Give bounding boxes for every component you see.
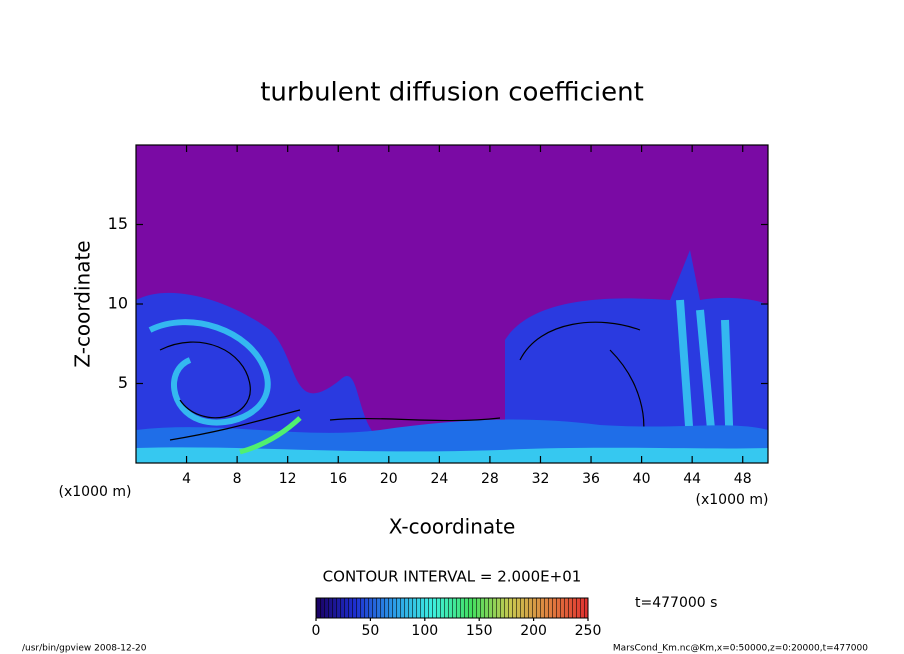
- x-tick-label: 28: [481, 471, 499, 487]
- colorbar-stripes: [315, 597, 589, 619]
- footer-right: MarsCond_Km.nc@Km,x=0:50000,z=0:20000,t=…: [613, 644, 868, 654]
- colorbar-tick-label: 200: [520, 623, 547, 639]
- colorbar-tick-label: 100: [411, 623, 438, 639]
- x-tick-label: 40: [633, 471, 651, 487]
- colorbar-tick-label: 0: [312, 623, 321, 639]
- y-unit: (x1000 m): [59, 484, 132, 500]
- y-axis-label: Z-coordinate: [71, 240, 95, 367]
- field: [136, 145, 768, 463]
- x-tick-label: 24: [430, 471, 448, 487]
- footer-left: /usr/bin/gpview 2008-12-20: [22, 644, 147, 654]
- x-tick-label: 48: [734, 471, 752, 487]
- y-tick-label: 10: [108, 294, 128, 313]
- colorbar-tick-label: 50: [361, 623, 379, 639]
- x-tick-label: 32: [532, 471, 550, 487]
- colorbar-tick-label: 250: [575, 623, 602, 639]
- x-tick-label: 12: [279, 471, 297, 487]
- x-unit: (x1000 m): [696, 492, 769, 508]
- time-label: t=477000 s: [635, 595, 717, 611]
- colorbar-tick-label: 150: [466, 623, 493, 639]
- chart-title: turbulent diffusion coefficient: [260, 78, 644, 108]
- x-axis-label: X-coordinate: [389, 515, 516, 539]
- y-tick-label: 15: [108, 214, 128, 233]
- x-tick-label: 44: [683, 471, 701, 487]
- x-tick-label: 20: [380, 471, 398, 487]
- contour-interval: CONTOUR INTERVAL = 2.000E+01: [323, 568, 582, 586]
- y-tick-label: 5: [118, 373, 128, 392]
- x-tick-label: 16: [329, 471, 347, 487]
- x-tick-label: 36: [582, 471, 600, 487]
- x-tick-label: 8: [233, 471, 242, 487]
- x-tick-label: 4: [182, 471, 191, 487]
